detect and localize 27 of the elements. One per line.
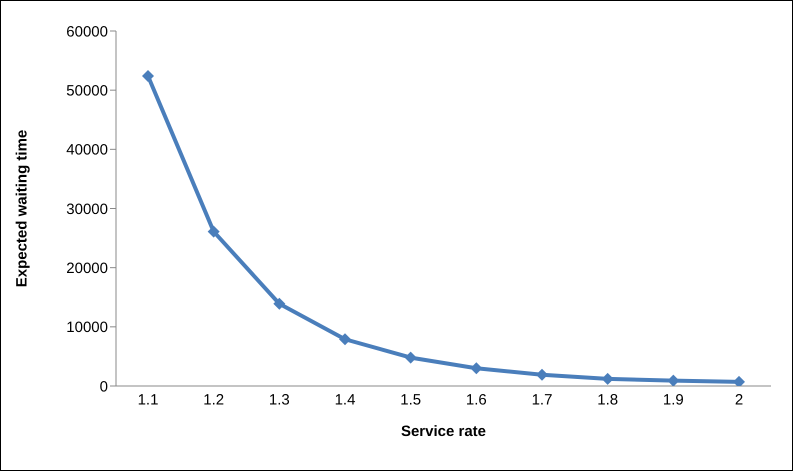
point xyxy=(536,368,548,381)
x-tick-label: 1.3 xyxy=(268,392,290,409)
y-tick-label: 20000 xyxy=(66,260,108,277)
point xyxy=(208,226,220,238)
x-tick-label: 1.9 xyxy=(662,392,684,409)
y-tick-label: 50000 xyxy=(66,82,108,100)
point xyxy=(142,70,154,82)
y-tick-label: 30000 xyxy=(66,200,108,218)
x-axis-title: Service rate xyxy=(400,423,486,440)
x-tick-label: 1.5 xyxy=(400,392,422,409)
y-tick-label: 40000 xyxy=(66,142,108,159)
y-tick-label: 60000 xyxy=(66,23,108,40)
y-tick-label: 0 xyxy=(100,378,108,396)
x-tick-label: 1.8 xyxy=(597,392,618,409)
point xyxy=(273,298,286,310)
point xyxy=(339,333,351,346)
point xyxy=(733,376,745,386)
y-tick-label: 10000 xyxy=(66,319,108,336)
point xyxy=(470,362,482,374)
x-tick-label: 2 xyxy=(734,392,744,409)
x-tick-label: 1.6 xyxy=(466,392,487,409)
y-axis-title: Expected waiting time xyxy=(13,130,30,288)
x-tick-label: 1.4 xyxy=(334,392,356,409)
x-tick-label: 1.2 xyxy=(203,392,224,409)
x-tick-label: 1.1 xyxy=(138,392,158,409)
x-tick-label: 1.7 xyxy=(532,392,552,409)
point xyxy=(404,352,417,364)
